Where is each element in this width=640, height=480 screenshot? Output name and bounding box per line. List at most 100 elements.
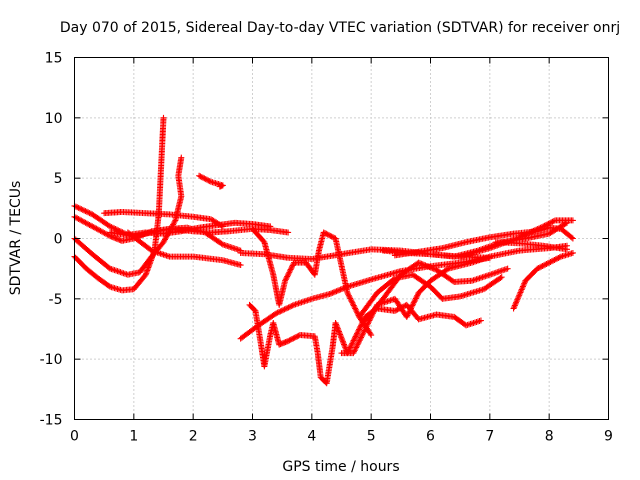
data-point (171, 218, 178, 225)
data-point (351, 336, 358, 343)
data-point (568, 234, 575, 241)
data-point (115, 227, 122, 234)
data-point (522, 231, 529, 238)
data-point (368, 332, 375, 339)
data-point (408, 303, 415, 310)
data-point (418, 260, 425, 267)
data-point (341, 341, 348, 348)
data-point (333, 288, 340, 295)
x-tick-label: 2 (189, 429, 198, 445)
data-point (329, 289, 336, 296)
data-point (393, 307, 400, 314)
data-point (330, 289, 337, 296)
data-point (325, 232, 332, 239)
data-point (364, 321, 371, 328)
data-point (281, 306, 288, 313)
data-point (289, 262, 296, 269)
data-point (79, 206, 86, 213)
data-point (340, 340, 347, 347)
data-point (354, 341, 361, 348)
data-point (531, 227, 538, 234)
data-point (285, 304, 292, 311)
series-track-q (391, 224, 576, 259)
data-point (346, 294, 353, 301)
data-point (353, 343, 360, 350)
data-point (427, 264, 434, 271)
data-point (529, 228, 536, 235)
data-point (432, 266, 439, 273)
data-point (533, 226, 540, 233)
data-point (548, 219, 555, 226)
data-point (260, 238, 267, 245)
data-point (75, 204, 82, 211)
data-point (339, 338, 346, 345)
data-point (201, 175, 208, 182)
data-point (277, 308, 284, 315)
data-point (348, 341, 355, 348)
data-point (349, 299, 356, 306)
data-point (287, 336, 294, 343)
data-point (534, 225, 541, 232)
data-point (107, 223, 114, 230)
data-point (286, 269, 293, 276)
data-point (198, 174, 205, 181)
data-point (352, 345, 359, 352)
data-point (345, 291, 352, 298)
data-point (334, 325, 341, 332)
data-point (280, 307, 287, 314)
data-point (351, 334, 358, 341)
data-point (360, 328, 367, 335)
data-point (547, 258, 554, 265)
data-point (542, 222, 549, 229)
data-point (78, 206, 85, 213)
data-point (362, 324, 369, 331)
data-point (283, 274, 290, 281)
data-point (288, 265, 295, 272)
data-point (391, 307, 398, 314)
data-point (534, 265, 541, 272)
data-point (113, 226, 120, 233)
data-point (273, 310, 280, 317)
data-point (347, 344, 354, 351)
series-track-h (196, 172, 226, 190)
data-point (516, 234, 523, 241)
data-point (85, 209, 92, 216)
data-point (351, 348, 358, 355)
data-point (347, 295, 354, 302)
data-point (527, 229, 534, 236)
data-point (333, 321, 340, 328)
data-point (361, 327, 368, 334)
series-track-k (246, 301, 484, 387)
data-point (338, 285, 345, 292)
data-point (336, 287, 343, 294)
data-point (546, 220, 553, 227)
data-point (423, 262, 430, 269)
data-point (524, 230, 531, 237)
data-point (363, 323, 370, 330)
data-point (405, 311, 412, 318)
data-point (352, 306, 359, 313)
data-point (353, 344, 360, 351)
data-point (337, 331, 344, 338)
data-point (329, 234, 336, 241)
data-point (540, 223, 547, 230)
data-point (535, 264, 542, 271)
data-point (218, 240, 225, 247)
data-point (347, 296, 354, 303)
data-point (406, 308, 413, 315)
data-point (362, 326, 369, 332)
data-point (555, 254, 562, 261)
data-point (284, 272, 291, 279)
plot-frame (74, 57, 609, 420)
data-point (338, 334, 345, 341)
data-point (335, 328, 342, 335)
data-point (109, 224, 116, 231)
series-track-e (101, 208, 226, 230)
data-point (284, 305, 291, 312)
data-point (206, 178, 213, 185)
chart-title: Day 070 of 2015, Sidereal Day-to-day VTE… (60, 20, 620, 36)
data-point (282, 305, 289, 312)
data-point (285, 338, 292, 345)
data-point (504, 265, 511, 272)
data-point (334, 324, 341, 331)
